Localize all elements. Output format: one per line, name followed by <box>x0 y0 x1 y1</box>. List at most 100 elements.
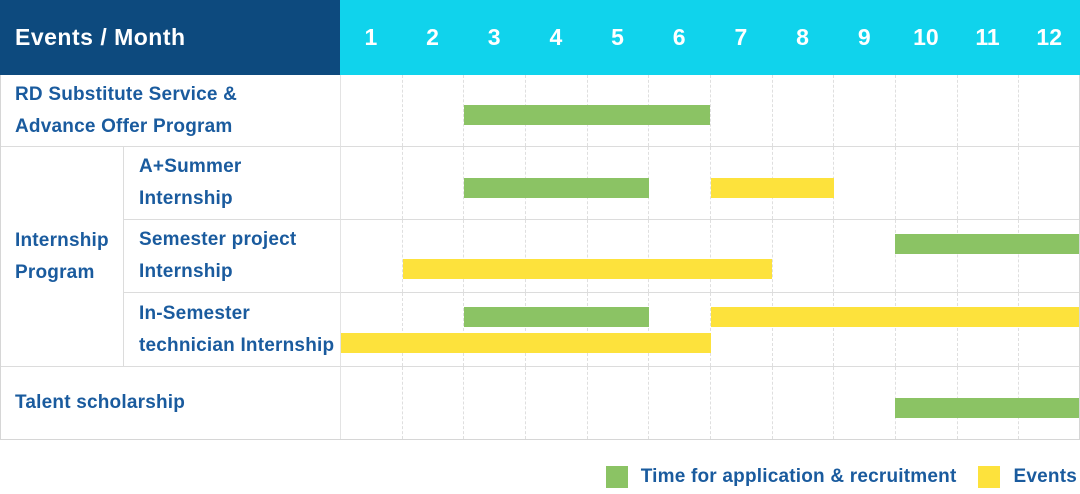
month-cell-6 <box>649 220 712 292</box>
row-label-line: Advance Offer Program <box>15 115 233 137</box>
month-cell-7 <box>711 293 773 366</box>
month-cell-9 <box>834 367 897 439</box>
month-cell-12 <box>1019 147 1080 219</box>
month-cell-5 <box>588 220 650 292</box>
table-row-talent-scholarship: Talent scholarship <box>0 367 1080 440</box>
row-label-a-plus-summer-internship: A+Summer Internship <box>123 147 340 220</box>
row-label-semester-project-internship: Semester project Internship <box>123 220 340 293</box>
month-header-4: 4 <box>549 24 563 50</box>
month-cell-10 <box>896 147 958 219</box>
month-cell-5 <box>588 367 650 439</box>
month-cell-11 <box>958 75 1020 146</box>
month-header-11: 11 <box>975 24 1000 50</box>
month-grid <box>341 293 1080 366</box>
bar-application-months-10-to-12 <box>895 397 1080 418</box>
month-cell-3 <box>464 220 527 292</box>
month-cell-2 <box>403 220 465 292</box>
month-cell-10 <box>896 75 958 146</box>
month-cell-8 <box>773 367 835 439</box>
row-label-line: In-Semester <box>139 302 250 324</box>
timeline-rd-substitute-service-advance-offer-program <box>340 75 1080 147</box>
month-cell-11 <box>958 293 1020 366</box>
legend-item-event: Events <box>978 466 1077 488</box>
month-cell-5 <box>588 293 650 366</box>
month-header-9: 9 <box>857 24 871 50</box>
month-header-10: 10 <box>913 24 939 50</box>
month-cell-12 <box>1019 75 1080 146</box>
month-header-5: 5 <box>611 24 624 50</box>
month-header-1: 1 <box>364 24 378 50</box>
month-grid <box>341 220 1080 292</box>
month-cell-1 <box>341 75 403 146</box>
month-cell-11 <box>958 147 1020 219</box>
month-header-6: 6 <box>672 24 686 50</box>
table-row-in-semester-technician-internship: In-Semester technician Internship <box>0 293 1080 367</box>
group-label-line: Internship <box>15 229 109 251</box>
month-cell-12 <box>1019 220 1080 292</box>
month-cell-1 <box>341 220 403 292</box>
bar-event-months-1-to-6 <box>341 333 711 353</box>
month-cell-1 <box>341 367 403 439</box>
row-label-talent-scholarship: Talent scholarship <box>0 367 340 440</box>
bar-application-months-10-to-12 <box>895 234 1080 254</box>
bar-event-months-7-to-8 <box>710 177 834 198</box>
month-cell-7 <box>711 75 773 146</box>
month-header-3: 3 <box>487 24 501 50</box>
month-cell-8 <box>773 293 835 366</box>
month-header-8: 8 <box>796 24 809 50</box>
bar-application-months-3-to-6 <box>464 105 711 125</box>
month-cell-9 <box>834 220 897 292</box>
group-label-line: Program <box>15 261 95 283</box>
month-cell-3 <box>464 293 527 366</box>
month-cell-2 <box>403 293 465 366</box>
timeline-in-semester-technician-internship <box>340 293 1080 367</box>
bar-application-months-3-to-5 <box>464 307 649 327</box>
month-cell-4 <box>526 367 588 439</box>
month-header-7: 7 <box>734 24 748 50</box>
month-cell-2 <box>403 147 465 219</box>
month-cell-2 <box>403 367 465 439</box>
month-cell-9 <box>834 293 897 366</box>
row-label-line: Internship <box>139 261 233 282</box>
month-cell-6 <box>649 367 712 439</box>
month-cell-8 <box>773 75 835 146</box>
month-cell-2 <box>403 75 465 146</box>
header-events-month-label: Events / Month <box>0 0 340 75</box>
month-cell-9 <box>834 75 897 146</box>
month-cell-7 <box>711 220 773 292</box>
month-cell-1 <box>341 147 403 219</box>
table-body: RD Substitute Service & Advance Offer Pro… <box>0 75 1080 440</box>
timeline-talent-scholarship <box>340 367 1080 440</box>
legend-swatch-event-icon <box>978 466 1001 488</box>
month-cell-1 <box>341 293 403 366</box>
table-row-semester-project-internship: Semester project Internship <box>0 220 1080 293</box>
month-cell-4 <box>526 220 588 292</box>
month-cell-8 <box>773 220 835 292</box>
bar-event-months-2-to-7 <box>402 259 773 279</box>
month-cell-9 <box>834 147 897 219</box>
timeline-a-plus-summer-internship <box>340 147 1080 220</box>
bar-event-months-7-to-12 <box>710 307 1080 327</box>
row-label-line: technician Internship <box>139 334 335 356</box>
legend-item-application: Time for application & recruitment <box>605 466 957 488</box>
legend-label-application: Time for application & recruitment <box>640 466 957 487</box>
row-label-line: RD Substitute Service & <box>15 83 238 105</box>
bar-application-months-3-to-5 <box>464 177 649 198</box>
month-cell-3 <box>464 367 527 439</box>
row-label-in-semester-technician-internship: In-Semester technician Internship <box>123 293 340 367</box>
month-header-12: 12 <box>1036 24 1063 50</box>
month-cell-10 <box>896 220 958 292</box>
month-header-2: 2 <box>426 24 439 50</box>
table-row-a-plus-summer-internship: A+Summer Internship <box>0 147 1080 220</box>
month-cell-8 <box>773 147 835 219</box>
table-header-row: Events / Month 1 2 3 4 5 6 7 8 9 10 11 12 <box>0 0 1080 75</box>
legend-swatch-application-icon <box>605 466 628 488</box>
month-cell-10 <box>896 293 958 366</box>
month-cell-6 <box>649 147 712 219</box>
row-label-line: Talent scholarship <box>15 392 186 413</box>
row-label-line: Semester project <box>139 229 297 250</box>
timeline-semester-project-internship <box>340 220 1080 293</box>
month-cell-6 <box>649 293 712 366</box>
legend: Time for application & recruitment Events <box>605 466 1077 488</box>
